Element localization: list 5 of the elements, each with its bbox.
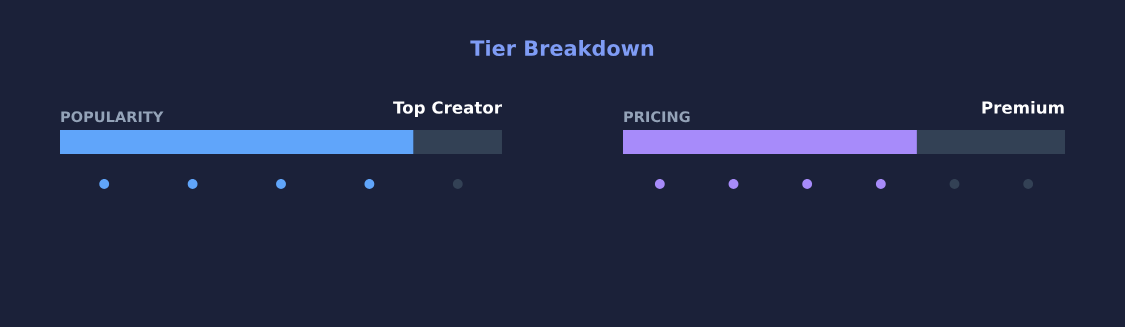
- chart-subtitle: POPULARITY: [61, 111, 164, 123]
- text: Tier Breakdown: [470, 39, 654, 57]
- text: Top Creator: [393, 101, 502, 118]
- text: Premium: [982, 100, 1064, 114]
- chart-subtitle: PRICING: [624, 111, 690, 123]
